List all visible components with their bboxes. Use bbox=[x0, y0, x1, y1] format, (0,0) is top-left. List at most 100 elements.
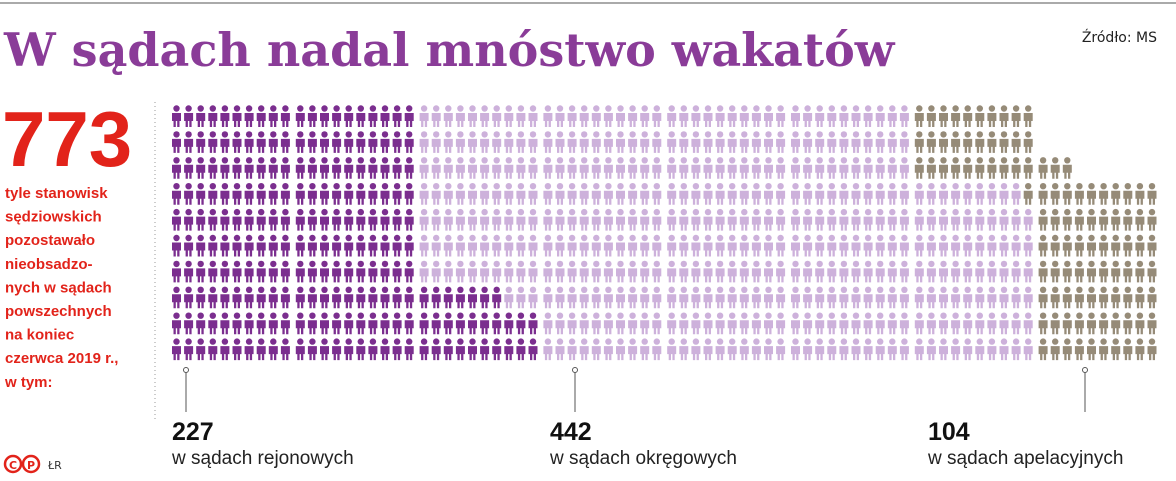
icon-head bbox=[556, 234, 564, 242]
icon-head bbox=[617, 183, 624, 190]
icon-head bbox=[457, 286, 464, 293]
icon-head bbox=[976, 183, 983, 190]
icon-head bbox=[345, 208, 352, 216]
icon-body bbox=[1087, 242, 1096, 257]
icon-body bbox=[652, 113, 662, 127]
person-icon bbox=[963, 105, 973, 127]
icon-head bbox=[605, 131, 612, 138]
person-icon bbox=[307, 234, 317, 257]
icon-body bbox=[791, 242, 800, 257]
person-icon bbox=[431, 234, 441, 257]
person-icon bbox=[256, 157, 266, 179]
icon-head bbox=[309, 338, 316, 345]
icon-body bbox=[1023, 346, 1033, 361]
icon-head bbox=[1039, 338, 1047, 345]
icon-head bbox=[433, 105, 440, 112]
icon-body bbox=[751, 346, 761, 361]
icon-body bbox=[280, 216, 290, 231]
icon-head bbox=[420, 312, 428, 319]
logo-circle bbox=[3, 454, 23, 474]
icon-body bbox=[703, 294, 713, 309]
icon-body bbox=[628, 216, 638, 231]
icon-head bbox=[258, 183, 265, 190]
icon-head bbox=[753, 260, 760, 268]
person-icon bbox=[851, 157, 861, 179]
icon-head bbox=[792, 157, 799, 164]
logo: C P bbox=[3, 454, 41, 474]
icon-head bbox=[1148, 286, 1156, 293]
icon-body bbox=[419, 346, 429, 361]
icon-body bbox=[1087, 346, 1096, 361]
icon-head bbox=[1025, 312, 1032, 319]
icon-body bbox=[616, 113, 625, 127]
person-icon bbox=[899, 286, 909, 309]
person-icon bbox=[616, 105, 625, 127]
person-icon bbox=[591, 312, 601, 335]
icon-head bbox=[653, 183, 660, 190]
icon-body bbox=[776, 138, 786, 153]
icon-body bbox=[244, 346, 254, 361]
person-icon bbox=[220, 157, 230, 179]
person-icon bbox=[220, 338, 230, 361]
icon-body bbox=[851, 268, 861, 283]
icon-head bbox=[309, 131, 316, 138]
icon-head bbox=[901, 312, 908, 319]
icon-body bbox=[567, 216, 577, 231]
icon-body bbox=[295, 320, 305, 335]
person-icon bbox=[256, 312, 266, 335]
icon-body bbox=[172, 113, 181, 127]
icon-body bbox=[480, 164, 490, 179]
icon-head bbox=[1100, 208, 1107, 216]
person-icon bbox=[939, 286, 948, 309]
person-icon bbox=[504, 105, 514, 127]
icon-head bbox=[629, 338, 636, 345]
icon-head bbox=[270, 157, 277, 164]
person-icon bbox=[1062, 260, 1072, 283]
icon-head bbox=[481, 260, 488, 268]
person-icon bbox=[208, 234, 218, 257]
icon-head bbox=[469, 131, 476, 138]
icon-body bbox=[455, 190, 465, 205]
icon-body bbox=[926, 346, 936, 361]
icon-body bbox=[516, 268, 526, 283]
person-icon bbox=[455, 208, 465, 231]
icon-body bbox=[1123, 346, 1133, 361]
icon-head bbox=[282, 312, 289, 319]
person-icon bbox=[468, 286, 477, 309]
person-icon bbox=[887, 312, 897, 335]
person-icon bbox=[951, 157, 961, 179]
icon-body bbox=[1147, 242, 1157, 257]
icon-body bbox=[443, 164, 453, 179]
icon-head bbox=[1064, 338, 1071, 345]
icon-body bbox=[628, 138, 638, 153]
icon-body bbox=[899, 294, 909, 309]
person-icon bbox=[963, 131, 973, 153]
icon-head bbox=[792, 105, 799, 112]
person-icon bbox=[951, 183, 961, 205]
person-icon bbox=[703, 312, 713, 335]
person-icon bbox=[344, 338, 354, 361]
icon-head bbox=[1064, 260, 1071, 268]
icon-head bbox=[916, 183, 923, 190]
icon-body bbox=[727, 242, 737, 257]
person-icon bbox=[815, 105, 825, 127]
icon-head bbox=[406, 286, 413, 293]
icon-body bbox=[1111, 346, 1121, 361]
icon-head bbox=[581, 312, 588, 319]
icon-body bbox=[963, 294, 973, 309]
icon-head bbox=[357, 312, 364, 319]
icon-body bbox=[244, 268, 254, 283]
icon-head bbox=[406, 105, 413, 112]
icon-body bbox=[751, 138, 761, 153]
person-icon bbox=[975, 286, 985, 309]
icon-head bbox=[940, 208, 947, 216]
icon-body bbox=[579, 113, 589, 127]
icon-body bbox=[455, 268, 465, 283]
person-icon bbox=[839, 131, 849, 153]
icon-head bbox=[1052, 338, 1059, 345]
person-icon bbox=[492, 234, 502, 257]
person-icon bbox=[827, 208, 837, 231]
icon-body bbox=[567, 138, 577, 153]
person-icon bbox=[256, 183, 266, 205]
person-icon bbox=[764, 105, 773, 127]
